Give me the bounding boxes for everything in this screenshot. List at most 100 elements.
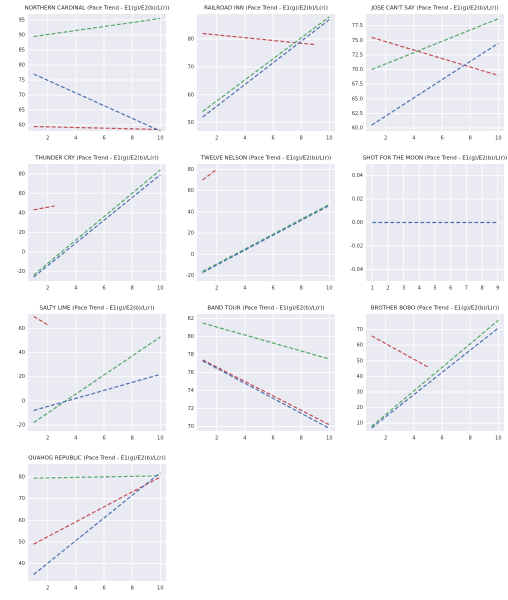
chart-panel: JOSE CAN'T SAY (Pace Trend - E1(g)/E2(b)… <box>352 6 504 142</box>
x-tick-label: 8 <box>469 436 472 442</box>
y-tick-label: 67.5 <box>352 82 363 88</box>
y-tick-label: 0 <box>22 249 25 255</box>
chart-panel: THUNDER CRY (Pace Trend - E1(g)/E2(b)/L(… <box>17 156 166 292</box>
x-tick-label: 8 <box>131 286 134 292</box>
y-tick-label: 60 <box>19 326 25 332</box>
x-tick-label: 6 <box>102 286 105 292</box>
y-tick-label: 80 <box>188 334 194 340</box>
y-tick-label: 20 <box>19 374 25 380</box>
y-tick-label: 74 <box>188 388 194 394</box>
y-tick-label: 40 <box>188 209 194 215</box>
y-tick-label: 40 <box>357 374 363 380</box>
x-tick-label: 2 <box>215 136 218 142</box>
y-tick-label: 85 <box>19 48 25 54</box>
x-tick-label: 6 <box>102 136 105 142</box>
y-tick-label: 80 <box>19 475 25 481</box>
chart-title: SALTY LIME (Pace Trend - E1(g)/E2(b)/L(r… <box>39 306 154 312</box>
x-tick-label: 4 <box>74 436 77 442</box>
x-tick-label: 7 <box>465 286 468 292</box>
y-tick-label: -0.02 <box>350 243 363 249</box>
trend-line <box>33 472 161 575</box>
y-tick-label: 0.02 <box>352 197 363 203</box>
chart-title: THUNDER CRY (Pace Trend - E1(g)/E2(b)/L(… <box>34 156 159 162</box>
plot-area <box>366 314 504 431</box>
x-tick-label: 8 <box>131 586 134 592</box>
y-tick-label: 78 <box>188 352 194 358</box>
trend-line <box>371 319 499 427</box>
y-tick-label: 80 <box>19 171 25 177</box>
trend-line <box>33 373 161 412</box>
y-tick-label: 20 <box>357 405 363 411</box>
y-tick-label: 60 <box>188 188 194 194</box>
y-tick-label: -20 <box>17 269 25 275</box>
x-tick-label: 6 <box>271 436 274 442</box>
x-tick-label: 2 <box>46 586 49 592</box>
y-tick-label: 62.5 <box>352 111 363 117</box>
x-tick-label: 2 <box>46 436 49 442</box>
y-tick-label: 60 <box>19 191 25 197</box>
x-tick-label: 2 <box>386 286 389 292</box>
plot-area <box>28 164 166 281</box>
x-tick-label: 4 <box>412 436 415 442</box>
y-tick-label: 65.0 <box>352 96 363 102</box>
y-tick-label: 70 <box>188 64 194 70</box>
y-tick-label: 60 <box>19 518 25 524</box>
trend-line <box>33 73 161 132</box>
x-tick-label: 10 <box>326 286 332 292</box>
y-tick-label: 75 <box>19 78 25 84</box>
y-tick-label: 40 <box>19 561 25 567</box>
y-tick-label: 50 <box>357 358 363 364</box>
plot-area <box>28 314 166 431</box>
x-tick-label: 4 <box>74 136 77 142</box>
y-tick-label: 82 <box>188 316 194 322</box>
x-tick-label: 6 <box>271 136 274 142</box>
y-tick-label: 65 <box>19 108 25 114</box>
x-tick-label: 9 <box>496 286 499 292</box>
y-tick-label: 75.0 <box>352 38 363 44</box>
y-tick-label: 0.00 <box>352 220 363 226</box>
y-tick-label: 70.0 <box>352 67 363 73</box>
y-tick-label: 70 <box>188 424 194 430</box>
x-tick-label: 2 <box>215 436 218 442</box>
trend-line <box>202 168 218 181</box>
x-tick-label: 10 <box>157 286 163 292</box>
plot-area <box>28 14 166 131</box>
chart-panel: TWELVE NELSON (Pace Trend - E1(g)/E2(b)/… <box>186 156 335 292</box>
x-tick-label: 8 <box>300 136 303 142</box>
y-tick-label: 50 <box>188 120 194 126</box>
x-tick-label: 4 <box>418 286 421 292</box>
trend-line <box>33 17 161 38</box>
x-tick-label: 10 <box>157 436 163 442</box>
trend-line <box>202 32 316 46</box>
y-tick-label: 77.5 <box>352 23 363 29</box>
y-tick-label: 60 <box>19 123 25 129</box>
x-tick-label: 1 <box>371 286 374 292</box>
y-tick-label: -0.04 <box>350 267 363 273</box>
y-tick-label: 60 <box>357 343 363 349</box>
trend-line <box>371 18 499 71</box>
y-tick-label: 95 <box>19 18 25 24</box>
x-tick-label: 8 <box>469 136 472 142</box>
plot-area <box>28 464 166 581</box>
x-tick-label: 2 <box>215 286 218 292</box>
y-tick-label: 80 <box>188 167 194 173</box>
chart-panel: QUAHOG REPUBLIC (Pace Trend - E1(g)/E2(b… <box>19 456 166 592</box>
x-tick-label: 6 <box>102 436 105 442</box>
plot-area <box>366 14 504 131</box>
x-tick-label: 2 <box>46 286 49 292</box>
x-tick-label: 4 <box>412 136 415 142</box>
trend-line <box>33 475 161 479</box>
y-tick-label: 10 <box>357 421 363 427</box>
chart-title: RAILROAD INN (Pace Trend - E1(g)/E2(b)/L… <box>204 6 328 12</box>
x-tick-label: 6 <box>102 586 105 592</box>
y-tick-label: -20 <box>186 273 194 279</box>
x-tick-label: 2 <box>384 136 387 142</box>
trend-line <box>371 42 499 126</box>
x-tick-label: 10 <box>495 136 501 142</box>
y-tick-label: 60.0 <box>352 126 363 132</box>
chart-title: JOSE CAN'T SAY (Pace Trend - E1(g)/E2(b)… <box>370 6 498 12</box>
x-tick-label: 6 <box>440 436 443 442</box>
trend-line <box>33 315 49 326</box>
x-tick-label: 4 <box>243 436 246 442</box>
x-tick-label: 2 <box>384 436 387 442</box>
